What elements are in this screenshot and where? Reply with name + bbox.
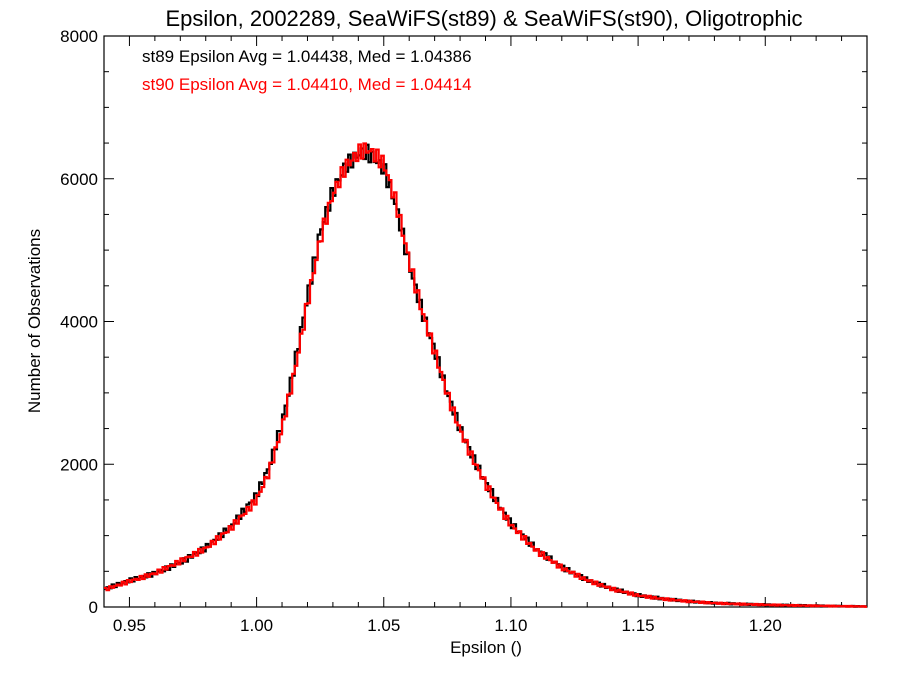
plot-frame	[103, 35, 868, 608]
axis-ticks: 0.95 1.00 1.05 1.10 1.15 1.20 0 2000 4000 6000 800…	[60, 27, 868, 635]
x-tick-label: 1.00	[240, 616, 273, 635]
y-tick-label: 0	[89, 598, 98, 617]
x-tick-label: 1.05	[367, 616, 400, 635]
y-axis-label: Number of Observations	[25, 229, 44, 413]
annotation-1: st89 Epsilon Avg = 1.04438, Med = 1.0438…	[142, 47, 472, 66]
y-tick-label: 4000	[60, 313, 98, 332]
annotations: st89 Epsilon Avg = 1.04438, Med = 1.0438…	[142, 47, 472, 94]
annotation-2: st90 Epsilon Avg = 1.04410, Med = 1.0441…	[142, 75, 472, 94]
series-group	[104, 142, 867, 608]
x-axis-label: Epsilon ()	[450, 638, 522, 657]
y-tick-label: 6000	[60, 170, 98, 189]
x-tick-label: 0.95	[113, 616, 146, 635]
x-tick-label: 1.20	[749, 616, 782, 635]
chart-title: Epsilon, 2002289, SeaWiFS(st89) & SeaWiF…	[165, 6, 802, 31]
y-tick-label: 8000	[60, 27, 98, 46]
x-tick-label: 1.10	[494, 616, 527, 635]
series-line-2	[104, 142, 867, 608]
x-tick-label: 1.15	[622, 616, 655, 635]
y-tick-label: 2000	[60, 455, 98, 474]
